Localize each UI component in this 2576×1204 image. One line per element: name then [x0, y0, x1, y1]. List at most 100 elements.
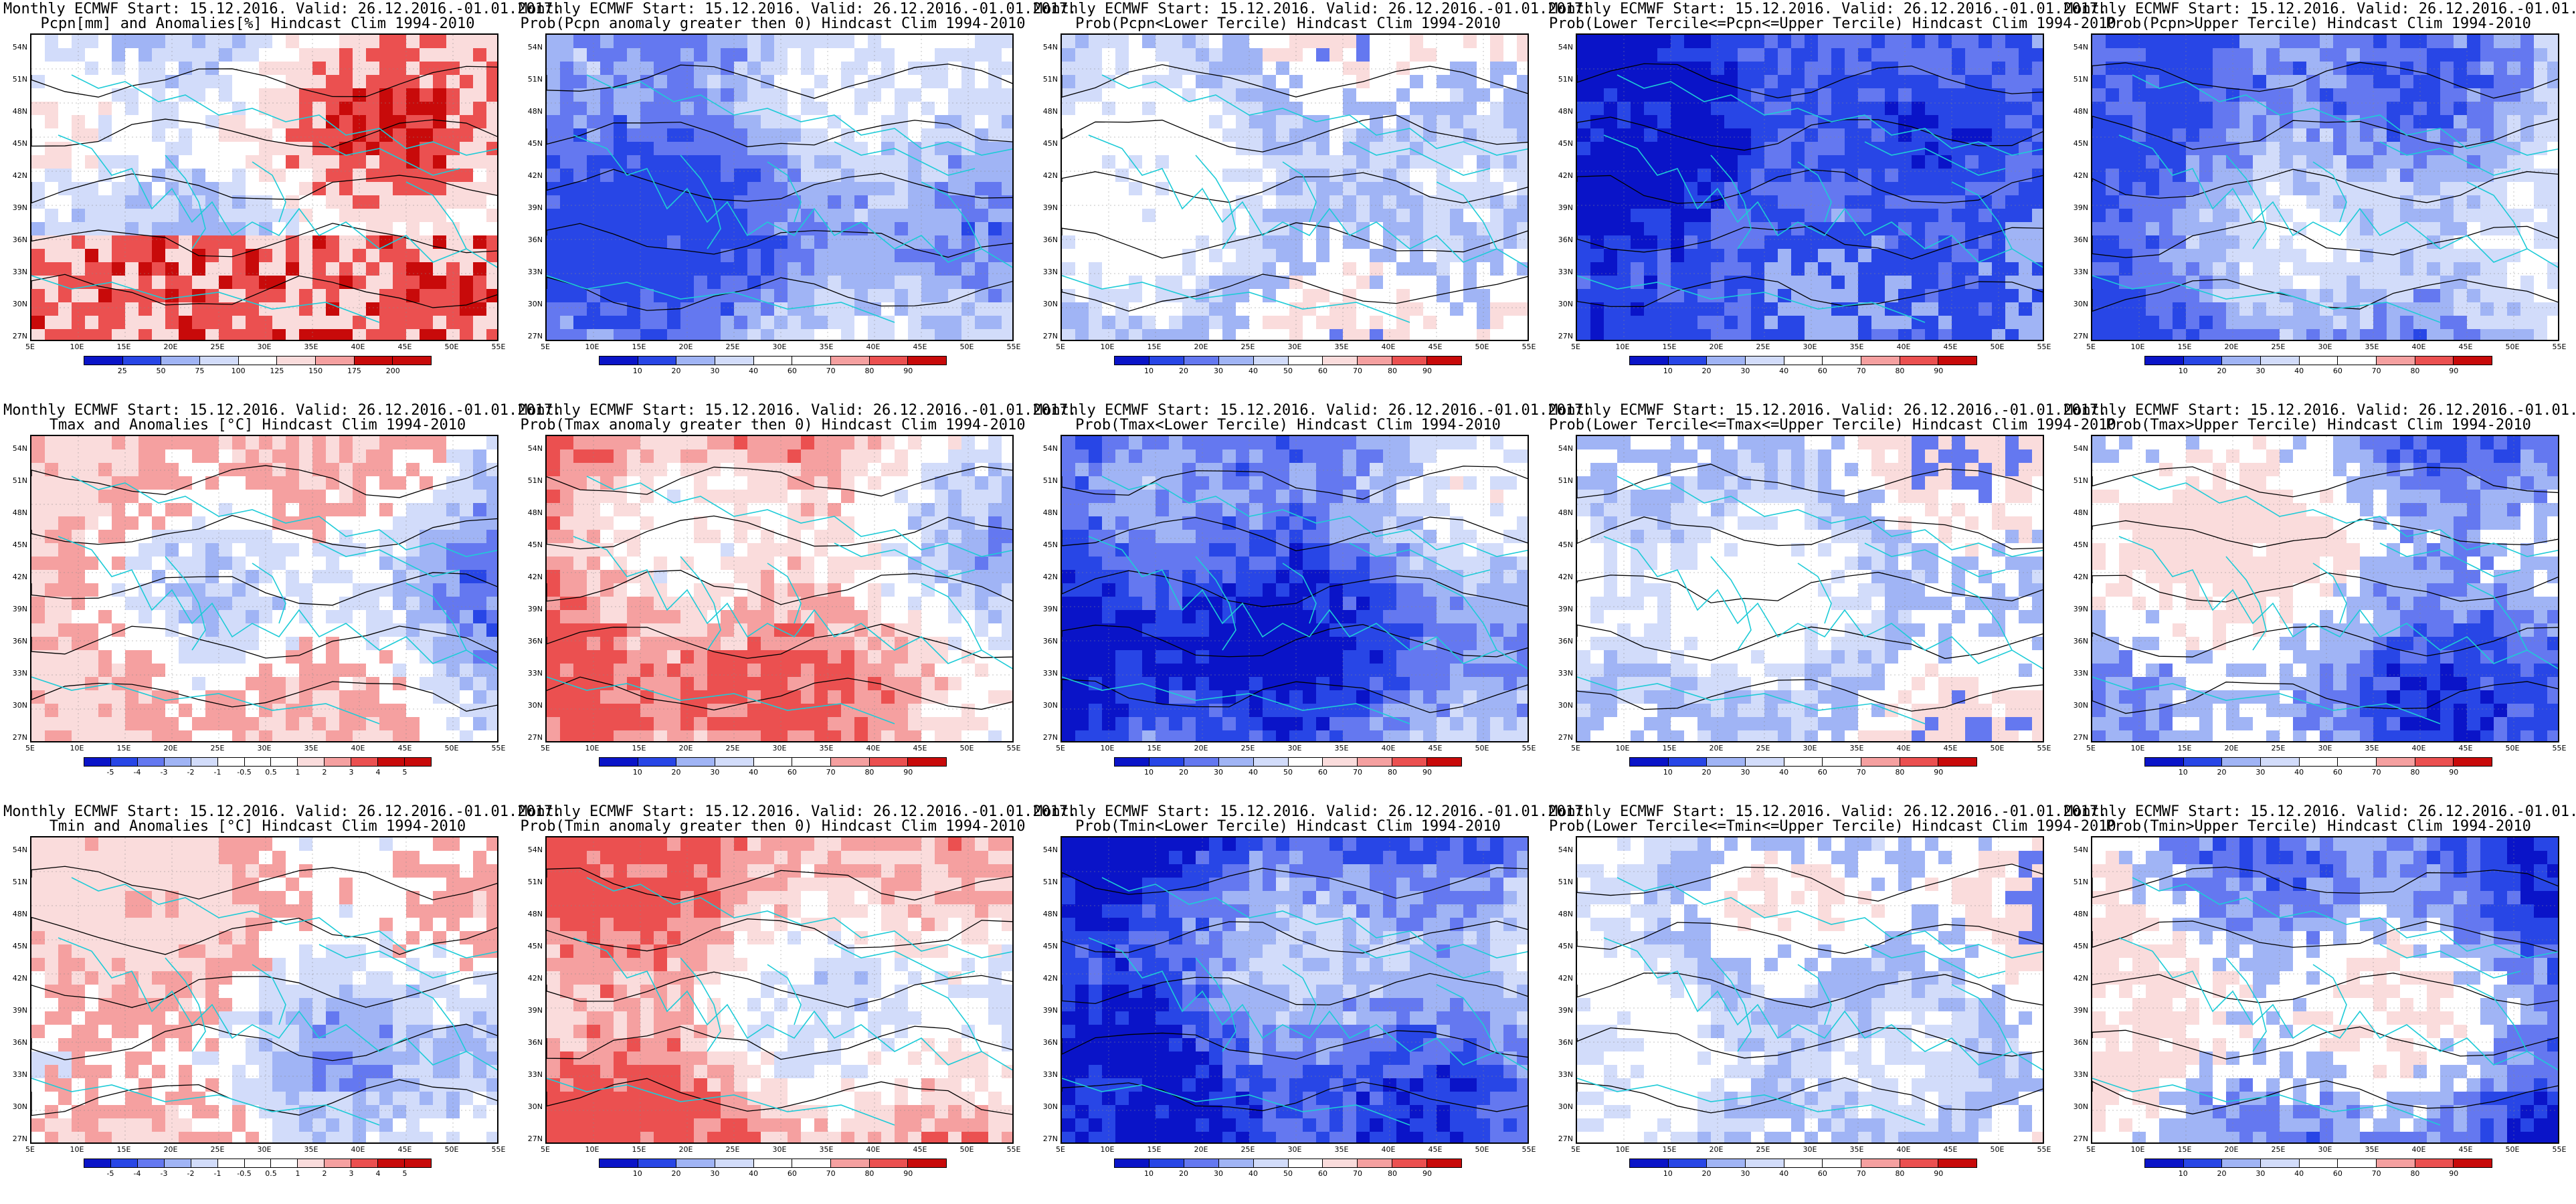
colorbar-swatch	[405, 758, 431, 766]
colorbar-swatch	[1746, 1159, 1784, 1167]
longitude-label: 15E	[1662, 1145, 1677, 1154]
longitude-label: 55E	[1522, 342, 1536, 351]
longitude-label: 55E	[1006, 744, 1021, 752]
colorbar	[599, 757, 947, 767]
colorbar-swatch	[1900, 1159, 1939, 1167]
colorbar-tick-label: 70	[1856, 367, 1866, 375]
latitude-label: 54N	[2073, 845, 2088, 854]
colorbar	[1629, 356, 1977, 365]
latitude-label: 36N	[1042, 235, 1058, 244]
latitude-label: 33N	[1042, 1070, 1058, 1079]
longitude-label: 10E	[585, 342, 600, 351]
longitude-label: 25E	[725, 342, 740, 351]
colorbar-tick-label: -0.5	[237, 768, 252, 777]
colorbar-tick-label: 40	[749, 768, 759, 777]
colorbar-swatch	[2377, 357, 2415, 365]
colorbar-swatch	[164, 758, 191, 766]
longitude-label: 50E	[1475, 342, 1489, 351]
colorbar-tick-label: 70	[2371, 367, 2381, 375]
colorbar-tick-label: 3	[349, 1169, 354, 1178]
longitude-label: 55E	[491, 744, 506, 752]
latitude-label: 45N	[1042, 139, 1058, 148]
longitude-label: 55E	[2552, 342, 2567, 351]
colorbar-tick-label: 200	[385, 367, 400, 375]
colorbar-swatch	[1184, 357, 1219, 365]
longitude-label: 50E	[1475, 744, 1489, 752]
colorbar-swatch	[84, 357, 123, 365]
colorbar-swatch	[2338, 357, 2377, 365]
colorbar-swatch	[2454, 758, 2492, 766]
colorbar-tick-label: 4	[375, 768, 381, 777]
longitude-label: 45E	[2458, 744, 2473, 752]
colorbar-swatch	[200, 357, 239, 365]
longitude-label: 30E	[1803, 744, 1817, 752]
colorbar-tick-label: -2	[187, 768, 195, 777]
colorbar-tick-label: -4	[133, 768, 141, 777]
longitude-label: 15E	[1662, 342, 1677, 351]
longitude-label: 10E	[2130, 342, 2145, 351]
colorbar-tick-label: 60	[1817, 367, 1827, 375]
colorbar-swatch	[122, 357, 162, 365]
latitude-label: 45N	[2073, 540, 2088, 549]
latitude-label: 27N	[1042, 1134, 1058, 1143]
colorbar-tick-label: 0.5	[265, 1169, 277, 1178]
longitude-label: 40E	[2411, 1145, 2426, 1154]
colorbar-swatch	[1218, 357, 1254, 365]
colorbar-tick-label: 90	[1934, 1169, 1944, 1178]
colorbar-swatch	[676, 1159, 716, 1167]
latitude-label: 27N	[2073, 733, 2088, 742]
latitude-label: 48N	[12, 508, 27, 517]
longitude-label: 30E	[1803, 342, 1817, 351]
colorbar-swatch	[1707, 758, 1746, 766]
longitude-label: 40E	[1896, 1145, 1911, 1154]
latitude-label: 36N	[1558, 1038, 1573, 1047]
forecast-map	[30, 435, 498, 742]
latitude-label: 30N	[2073, 701, 2088, 710]
latitude-label: 27N	[527, 733, 543, 742]
colorbar-tick-label: 100	[231, 367, 246, 375]
longitude-label: 5E	[2086, 1145, 2096, 1154]
colorbar-tick-label: 50	[1283, 367, 1293, 375]
latitude-label: 45N	[527, 139, 543, 148]
longitude-label: 25E	[210, 744, 225, 752]
longitude-label: 20E	[2224, 744, 2239, 752]
latitude-label: 54N	[1558, 444, 1573, 453]
longitude-label: 45E	[397, 342, 412, 351]
latitude-label: 33N	[1558, 268, 1573, 276]
colorbar-tick-label: 10	[632, 768, 642, 777]
latitude-label: 36N	[2073, 637, 2088, 645]
longitude-label: 15E	[2177, 744, 2192, 752]
colorbar-swatch	[351, 1159, 379, 1167]
colorbar-tick-label: 10	[2178, 367, 2188, 375]
colorbar-swatch	[600, 357, 638, 365]
colorbar	[599, 1159, 947, 1168]
colorbar-swatch	[2299, 758, 2338, 766]
longitude-label: 25E	[210, 342, 225, 351]
colorbar-tick-label: 70	[826, 367, 836, 375]
longitude-label: 10E	[2130, 744, 2145, 752]
longitude-label: 5E	[1571, 1145, 1580, 1154]
longitude-label: 55E	[2037, 744, 2051, 752]
latitude-label: 27N	[12, 332, 27, 340]
latitude-label: 51N	[2073, 878, 2088, 886]
longitude-label: 40E	[1896, 342, 1911, 351]
colorbar-swatch	[715, 357, 754, 365]
latitude-label: 36N	[527, 1038, 543, 1047]
colorbar-tick-label: 5	[402, 768, 407, 777]
longitude-label: 5E	[1056, 342, 1065, 351]
latitude-label: 36N	[1042, 637, 1058, 645]
colorbar-tick-label: 3	[349, 768, 354, 777]
colorbar-tick-label: 175	[347, 367, 361, 375]
colorbar-swatch	[217, 1159, 245, 1167]
latitude-label: 27N	[527, 332, 543, 340]
latitude-label: 39N	[2073, 605, 2088, 613]
map-field	[1577, 837, 2043, 1142]
panel-title-line2: Prob(Pcpn<Lower Tercile) Hindcast Clim 1…	[1075, 15, 1501, 32]
colorbar-tick-label: 70	[2371, 768, 2381, 777]
latitude-label: 30N	[1042, 300, 1058, 308]
longitude-label: 45E	[913, 1145, 927, 1154]
panel-title-line1: Monthly ECMWF Start: 15.12.2016. Valid: …	[2064, 803, 2576, 820]
latitude-label: 42N	[2073, 974, 2088, 983]
colorbar-swatch	[2454, 357, 2492, 365]
forecast-map	[1576, 836, 2044, 1144]
